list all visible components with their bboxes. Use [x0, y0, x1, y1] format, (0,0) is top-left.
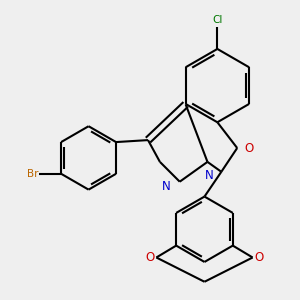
- Text: N: N: [161, 180, 170, 193]
- Text: Cl: Cl: [212, 15, 223, 25]
- Text: O: O: [254, 251, 263, 264]
- Text: Br: Br: [27, 169, 38, 179]
- Text: N: N: [205, 169, 214, 182]
- Text: O: O: [244, 142, 254, 154]
- Text: O: O: [146, 251, 155, 264]
